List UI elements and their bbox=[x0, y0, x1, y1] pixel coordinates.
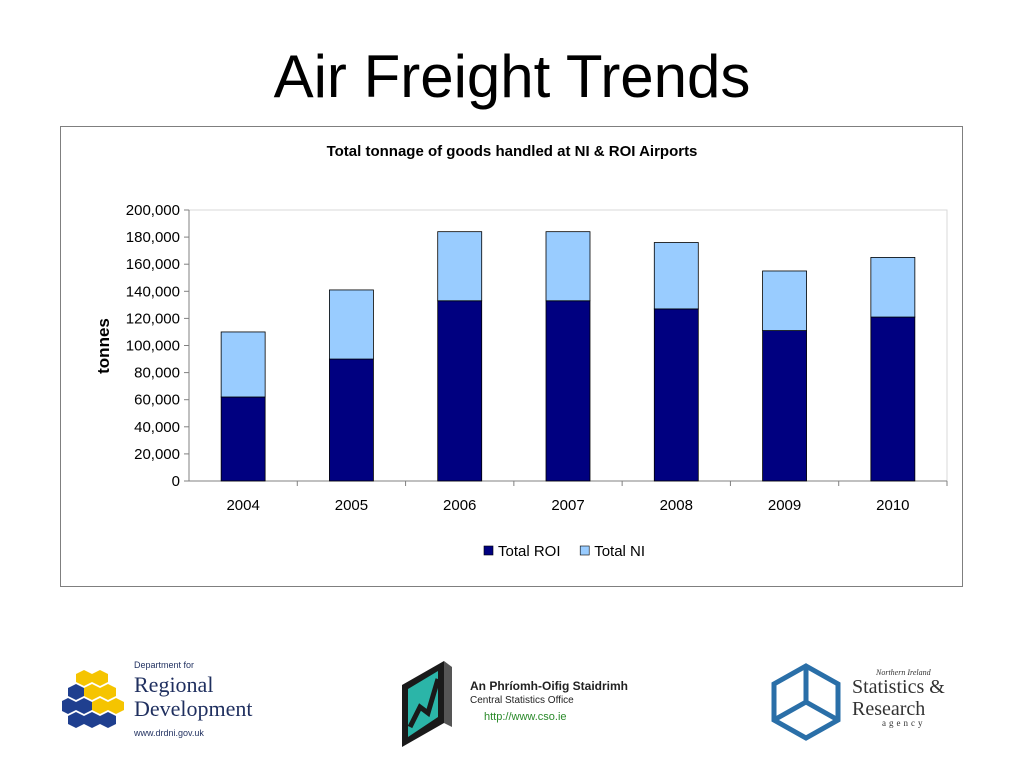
nisra-logo: Northern Ireland Statistics & Research a… bbox=[766, 662, 966, 744]
bar-total-ni bbox=[220, 331, 266, 398]
bar-total-ni bbox=[653, 242, 699, 310]
bar-total-roi bbox=[545, 300, 591, 482]
chart: Total tonnage of goods handled at NI & R… bbox=[94, 143, 948, 560]
legend-swatch bbox=[483, 545, 494, 556]
bar-total-roi bbox=[220, 396, 266, 482]
drd-url: www.drdni.gov.uk bbox=[134, 728, 204, 738]
y-tick-label: 80,000 bbox=[134, 365, 180, 382]
bar-total-roi bbox=[653, 308, 699, 482]
y-tick-label: 160,000 bbox=[126, 256, 180, 273]
nisra-line2: Statistics & bbox=[852, 676, 945, 698]
bar-total-ni bbox=[329, 289, 374, 360]
x-tick-label: 2005 bbox=[335, 497, 368, 514]
legend-label: Total ROI bbox=[498, 543, 561, 560]
y-tick-label: 60,000 bbox=[134, 392, 180, 409]
y-tick-label: 20,000 bbox=[134, 446, 180, 463]
x-tick-label: 2006 bbox=[443, 497, 476, 514]
x-tick-label: 2007 bbox=[551, 497, 584, 514]
bar-total-ni bbox=[762, 270, 807, 331]
drd-line2: Regional bbox=[134, 672, 214, 697]
x-tick-label: 2009 bbox=[768, 497, 801, 514]
y-tick-label: 200,000 bbox=[126, 202, 180, 219]
chart-title: Total tonnage of goods handled at NI & R… bbox=[327, 143, 698, 160]
y-tick-label: 40,000 bbox=[134, 419, 180, 436]
drd-logo: Department for Regional Development www.… bbox=[62, 660, 272, 744]
x-tick-label: 2008 bbox=[660, 497, 693, 514]
bar-total-roi bbox=[762, 330, 807, 482]
nisra-mark-icon bbox=[771, 663, 841, 741]
bar-total-ni bbox=[870, 257, 916, 318]
y-tick-label: 120,000 bbox=[126, 310, 180, 327]
honeycomb-icon bbox=[62, 670, 124, 728]
cso-name-irish: An Phríomh-Oifig Staidrimh bbox=[470, 679, 628, 693]
plot-area: 0 20,000 40,000 60,000 80,000 100,000 120,000 1… bbox=[126, 202, 948, 560]
drd-line3: Development bbox=[134, 696, 253, 721]
nisra-line3: Research bbox=[852, 698, 926, 720]
bar-total-roi bbox=[437, 300, 483, 482]
y-tick-label: 100,000 bbox=[126, 338, 180, 355]
drd-line1: Department for bbox=[134, 660, 195, 670]
cso-name-english: Central Statistics Office bbox=[470, 695, 574, 706]
slide-title: Air Freight Trends bbox=[273, 43, 751, 110]
nisra-line4: agency bbox=[882, 718, 926, 728]
y-tick-label: 0 bbox=[172, 473, 180, 490]
y-tick-label: 140,000 bbox=[126, 283, 180, 300]
cso-url: http://www.cso.ie bbox=[484, 711, 567, 723]
x-tick-label: 2010 bbox=[876, 497, 909, 514]
legend-label: Total NI bbox=[594, 543, 645, 560]
x-tick-label: 2004 bbox=[226, 497, 259, 514]
chart-frame: Total tonnage of goods handled at NI & R… bbox=[60, 126, 963, 587]
y-axis-label: tonnes bbox=[94, 318, 113, 374]
legend-swatch bbox=[579, 545, 590, 556]
bar-total-ni bbox=[545, 231, 591, 302]
bar-total-roi bbox=[329, 358, 374, 482]
cso-logo: An Phríomh-Oifig Staidrimh Central Stati… bbox=[398, 655, 638, 750]
y-tick-label: 180,000 bbox=[126, 229, 180, 246]
bar-total-ni bbox=[437, 231, 483, 302]
cso-mark-icon bbox=[402, 661, 452, 747]
nisra-line1: Northern Ireland bbox=[876, 668, 931, 677]
bar-total-roi bbox=[870, 316, 916, 482]
